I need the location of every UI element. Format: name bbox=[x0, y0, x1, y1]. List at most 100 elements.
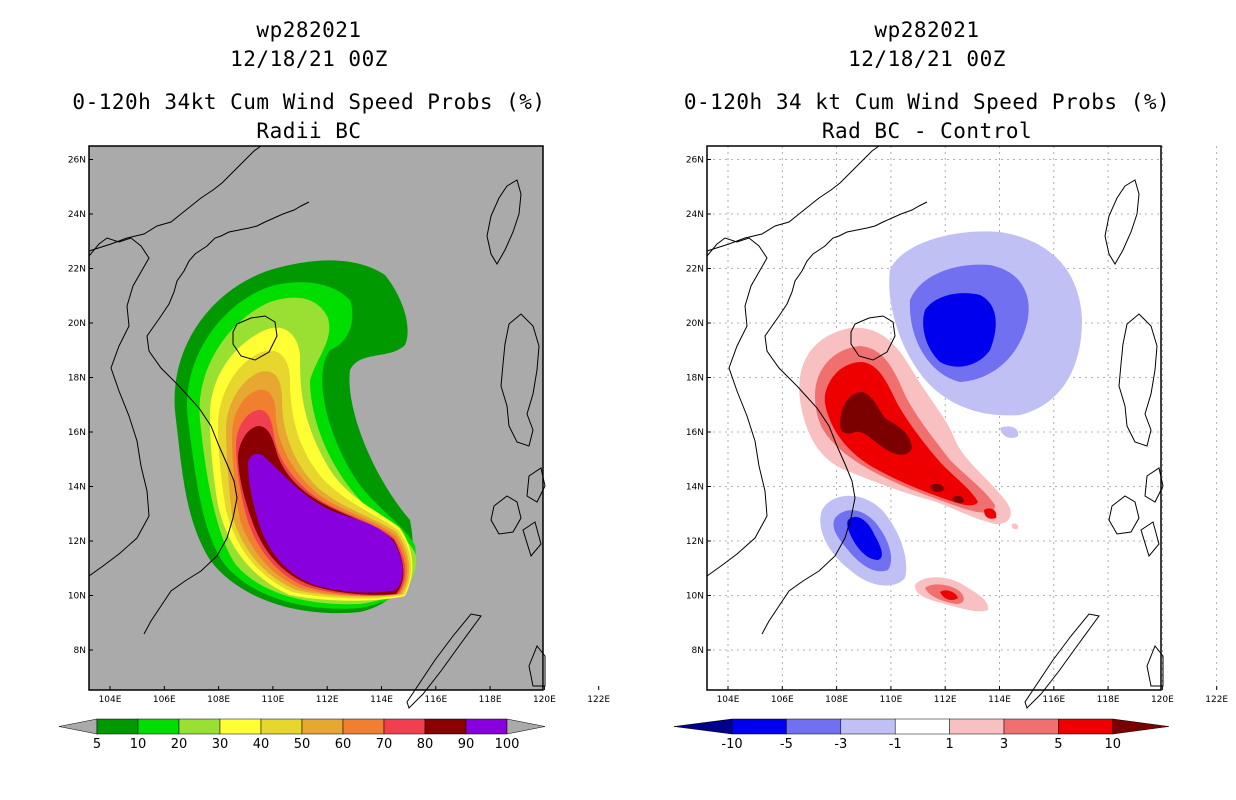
colorbar-label: 100 bbox=[495, 737, 520, 752]
colorbar-box bbox=[465, 718, 508, 735]
left-map-frame bbox=[88, 145, 544, 691]
lat-tick-label: 20N bbox=[686, 319, 704, 329]
colorbar-box bbox=[894, 718, 950, 735]
lon-tick-label: 110E bbox=[879, 695, 902, 705]
lon-tick-label: 118E bbox=[1097, 695, 1120, 705]
lat-tick-label: 26N bbox=[686, 156, 704, 166]
lon-tick-label: 120E bbox=[533, 695, 556, 705]
lon-tick-label: 122E bbox=[1205, 695, 1228, 705]
lat-tick-label: 22N bbox=[68, 265, 86, 275]
colorbar-label: 30 bbox=[212, 737, 229, 752]
lat-tick-label: 24N bbox=[686, 210, 704, 220]
colorbar-label: 80 bbox=[417, 737, 434, 752]
lat-tick-label: 16N bbox=[68, 428, 86, 438]
colorbar-upper-extend bbox=[506, 718, 546, 735]
diff-pos-gt10 bbox=[840, 392, 912, 455]
diff-neg-small bbox=[1000, 426, 1019, 438]
right-map: 104E 106E 108E 110E 112E 114E 116E 118E 120E 122E… bbox=[686, 145, 1229, 709]
diff-pos-spot3 bbox=[984, 508, 997, 519]
lon-tick-label: 110E bbox=[261, 695, 284, 705]
lon-tick-label: 122E bbox=[587, 695, 610, 705]
colorbar-box bbox=[178, 718, 221, 735]
lat-tick-label: 12N bbox=[686, 537, 704, 547]
colorbar-box bbox=[1058, 718, 1114, 735]
lat-tick-label: 20N bbox=[68, 319, 86, 329]
lon-tick-label: 112E bbox=[934, 695, 957, 705]
left-colorbar: 5 10 20 30 40 50 60 70 80 90 100 bbox=[58, 718, 546, 752]
right-map-frame bbox=[706, 145, 1162, 691]
lat-tick-label: 12N bbox=[68, 537, 86, 547]
lat-tick-label: 18N bbox=[686, 374, 704, 384]
lon-tick-label: 114E bbox=[988, 695, 1011, 705]
right-colorbar: -10 -5 -3 -1 1 3 5 10 bbox=[673, 718, 1169, 752]
right-subtitle: Rad BC - Control bbox=[821, 119, 1033, 143]
lat-tick-label: 10N bbox=[68, 592, 86, 602]
diff-pos-south-5-10 bbox=[940, 590, 958, 600]
lat-tick-label: 16N bbox=[686, 428, 704, 438]
colorbar-box bbox=[731, 718, 787, 735]
right-axis-ticks: 104E 106E 108E 110E 112E 114E 116E 118E 120E 122E… bbox=[686, 156, 1229, 706]
colorbar-label: 90 bbox=[458, 737, 475, 752]
colorbar-label: 50 bbox=[294, 737, 311, 752]
colorbar-label: 10 bbox=[1105, 737, 1122, 752]
lon-tick-label: 106E bbox=[153, 695, 176, 705]
lat-tick-label: 8N bbox=[74, 646, 86, 656]
left-subtitle: Radii BC bbox=[256, 119, 362, 143]
colorbar-box bbox=[260, 718, 303, 735]
colorbar-box bbox=[219, 718, 262, 735]
colorbar-box bbox=[342, 718, 385, 735]
colorbar-box bbox=[424, 718, 467, 735]
lon-tick-label: 114E bbox=[370, 695, 393, 705]
colorbar-label: 3 bbox=[1000, 737, 1008, 752]
colorbar-label: -10 bbox=[721, 737, 742, 752]
colorbar-label: 1 bbox=[945, 737, 953, 752]
diff-neg-5-10-ne bbox=[923, 293, 996, 367]
colorbar-lower-extend bbox=[58, 718, 98, 735]
colorbar-label: 70 bbox=[376, 737, 393, 752]
left-axis-ticks: 104E 106E 108E 110E 112E 114E 116E 118E 120E 122E… bbox=[68, 156, 611, 706]
right-storm-id: wp282021 bbox=[874, 18, 980, 42]
lon-tick-label: 104E bbox=[717, 695, 740, 705]
lat-tick-label: 26N bbox=[68, 156, 86, 166]
left-datetime: 12/18/21 00Z bbox=[230, 47, 388, 71]
lat-tick-label: 8N bbox=[692, 646, 704, 656]
left-title: 0-120h 34kt Cum Wind Speed Probs (%) bbox=[72, 90, 546, 114]
colorbar-box bbox=[383, 718, 426, 735]
colorbar-label: 10 bbox=[130, 737, 147, 752]
lat-tick-label: 22N bbox=[686, 265, 704, 275]
left-storm-id: wp282021 bbox=[256, 18, 362, 42]
colorbar-label: 40 bbox=[253, 737, 270, 752]
diff-neg-5-10-sw bbox=[847, 516, 882, 560]
left-map: 104E 106E 108E 110E 112E 114E 116E 118E 120E 122E… bbox=[68, 145, 611, 709]
lon-tick-label: 116E bbox=[1042, 695, 1065, 705]
right-datetime: 12/18/21 00Z bbox=[848, 47, 1006, 71]
colorbar-box bbox=[96, 718, 139, 735]
colorbar-label: 60 bbox=[335, 737, 352, 752]
lon-tick-label: 106E bbox=[771, 695, 794, 705]
colorbar-box bbox=[949, 718, 1005, 735]
prob-90-100 bbox=[248, 453, 403, 593]
lat-tick-label: 24N bbox=[68, 210, 86, 220]
colorbar-lower-extend bbox=[673, 718, 733, 735]
colorbar-box bbox=[786, 718, 842, 735]
colorbar-label: 5 bbox=[93, 737, 101, 752]
colorbar-label: -1 bbox=[889, 737, 902, 752]
lat-tick-label: 14N bbox=[68, 483, 86, 493]
colorbar-box bbox=[137, 718, 180, 735]
lat-tick-label: 18N bbox=[68, 374, 86, 384]
colorbar-label: 20 bbox=[171, 737, 188, 752]
lon-tick-label: 108E bbox=[207, 695, 230, 705]
lon-tick-label: 120E bbox=[1151, 695, 1174, 705]
colorbar-label: 5 bbox=[1054, 737, 1062, 752]
diff-pos-gt10-spot2 bbox=[952, 495, 964, 503]
lon-tick-label: 118E bbox=[479, 695, 502, 705]
colorbar-box bbox=[301, 718, 344, 735]
lon-tick-label: 108E bbox=[825, 695, 848, 705]
lon-tick-label: 116E bbox=[424, 695, 447, 705]
lat-tick-label: 10N bbox=[686, 592, 704, 602]
colorbar-box bbox=[1003, 718, 1059, 735]
right-title: 0-120h 34 kt Cum Wind Speed Probs (%) bbox=[683, 90, 1171, 114]
lon-tick-label: 104E bbox=[99, 695, 122, 705]
diff-pos-gt10-spot1 bbox=[930, 483, 944, 493]
